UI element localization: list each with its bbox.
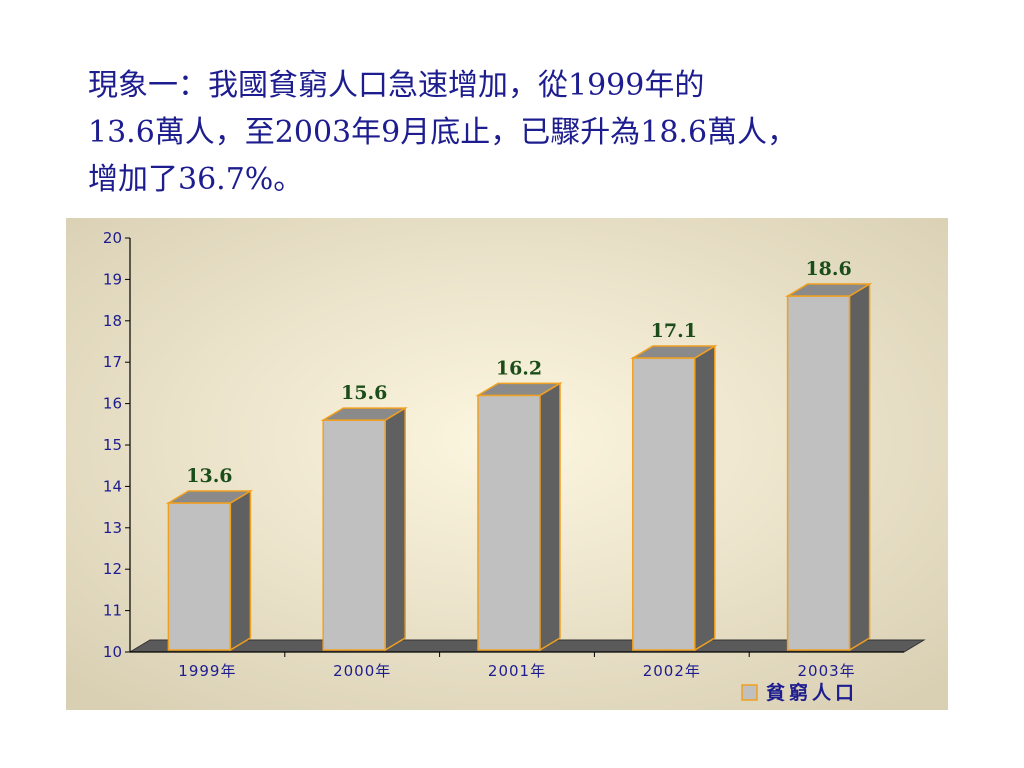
title-line-3: 增加了36.7%。	[88, 162, 304, 197]
bar-top	[320, 407, 408, 421]
bar-front	[786, 295, 851, 651]
bar-front	[167, 502, 232, 651]
y-tick-label: 17	[103, 353, 122, 371]
bar-side	[694, 344, 716, 652]
bar-top	[475, 382, 563, 397]
bar-front	[632, 357, 696, 651]
title-line-1: 現象一：我國貧窮人口急速增加，從1999年的	[88, 68, 705, 103]
title-line-2: 13.6萬人，至2003年9月底止，已驟升為18.6萬人，	[88, 115, 798, 150]
bar-front	[477, 394, 541, 651]
bar-side	[229, 489, 252, 652]
x-tick-label: 1999年	[178, 662, 236, 680]
bar	[630, 344, 718, 652]
legend-swatch	[741, 684, 758, 701]
bar	[320, 406, 408, 652]
x-tick-label: 2003年	[798, 662, 856, 680]
x-tick-label: 2002年	[643, 662, 701, 680]
value-label: 18.6	[805, 258, 851, 280]
y-tick-label: 18	[103, 312, 122, 330]
bar-top	[630, 345, 718, 359]
y-tick-label: 13	[103, 519, 122, 537]
value-label: 15.6	[341, 382, 387, 404]
x-tick-label: 2000年	[333, 662, 391, 680]
bar-top	[784, 283, 873, 297]
slide-title: 現象一：我國貧窮人口急速增加，從1999年的 13.6萬人，至2003年9月底止…	[88, 62, 988, 203]
bar-side	[384, 406, 406, 652]
y-tick-label: 12	[103, 560, 122, 578]
bar-chart: 10 11 12 13 14 15 16 17 18 19 20 1999年 2000年 2001年 200…	[66, 218, 948, 710]
y-tick-label: 14	[103, 477, 122, 495]
legend-label: 貧窮人口	[766, 681, 858, 704]
bar-side	[539, 381, 561, 652]
y-tick-label: 15	[103, 436, 122, 454]
bar	[165, 489, 254, 652]
chart-area: 10 11 12 13 14 15 16 17 18 19 20 1999年 2000年 2001年 200…	[66, 218, 948, 710]
bar	[784, 282, 873, 652]
value-label: 13.6	[186, 465, 232, 487]
y-tick-label: 19	[103, 270, 122, 288]
y-tick-label: 16	[103, 395, 122, 413]
value-label: 17.1	[651, 320, 697, 342]
bar	[475, 381, 563, 652]
bar-side	[848, 282, 871, 652]
x-tick-label: 2001年	[488, 662, 546, 680]
bar-front	[322, 419, 386, 651]
y-tick-label: 20	[103, 229, 122, 247]
bar-top	[165, 490, 254, 504]
y-tick-label: 10	[103, 643, 122, 661]
value-label: 16.2	[496, 357, 542, 379]
y-tick-label: 11	[103, 602, 122, 620]
